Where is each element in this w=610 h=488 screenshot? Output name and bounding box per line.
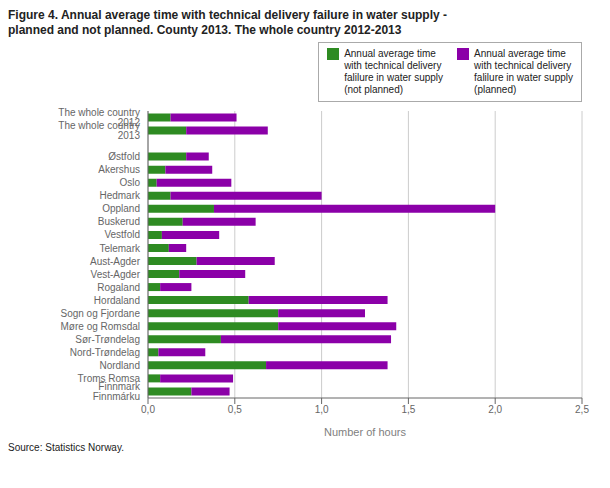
svg-text:Møre og Romsdal: Møre og Romsdal: [61, 321, 140, 332]
svg-text:Hedmark: Hedmark: [99, 190, 141, 201]
svg-text:The whole country2013: The whole country2013: [58, 120, 140, 141]
svg-text:Rogaland: Rogaland: [97, 282, 140, 293]
svg-text:Nordland: Nordland: [99, 360, 140, 371]
svg-text:FinnmarkFinnmárku: FinnmarkFinnmárku: [93, 381, 141, 402]
svg-text:0,0: 0,0: [141, 404, 155, 415]
svg-text:Vestfold: Vestfold: [104, 229, 140, 240]
svg-text:Akershus: Akershus: [98, 164, 140, 175]
svg-text:0,5: 0,5: [228, 404, 242, 415]
svg-text:2,5: 2,5: [575, 404, 589, 415]
svg-text:Aust-Agder: Aust-Agder: [90, 256, 141, 267]
svg-text:Oslo: Oslo: [119, 177, 140, 188]
svg-text:Buskerud: Buskerud: [98, 216, 140, 227]
svg-text:1,0: 1,0: [315, 404, 329, 415]
svg-text:Hordaland: Hordaland: [94, 295, 140, 306]
svg-text:Sør-Trøndelag: Sør-Trøndelag: [75, 334, 140, 345]
svg-text:Number of hours: Number of hours: [324, 426, 406, 438]
svg-text:2,0: 2,0: [488, 404, 502, 415]
svg-text:Nord-Trøndelag: Nord-Trøndelag: [70, 347, 140, 358]
svg-text:Vest-Agder: Vest-Agder: [91, 269, 141, 280]
svg-text:Oppland: Oppland: [102, 203, 140, 214]
svg-text:Telemark: Telemark: [99, 243, 141, 254]
svg-text:1,5: 1,5: [401, 404, 415, 415]
svg-text:Østfold: Østfold: [108, 151, 140, 162]
svg-text:Sogn og Fjordane: Sogn og Fjordane: [60, 308, 140, 319]
